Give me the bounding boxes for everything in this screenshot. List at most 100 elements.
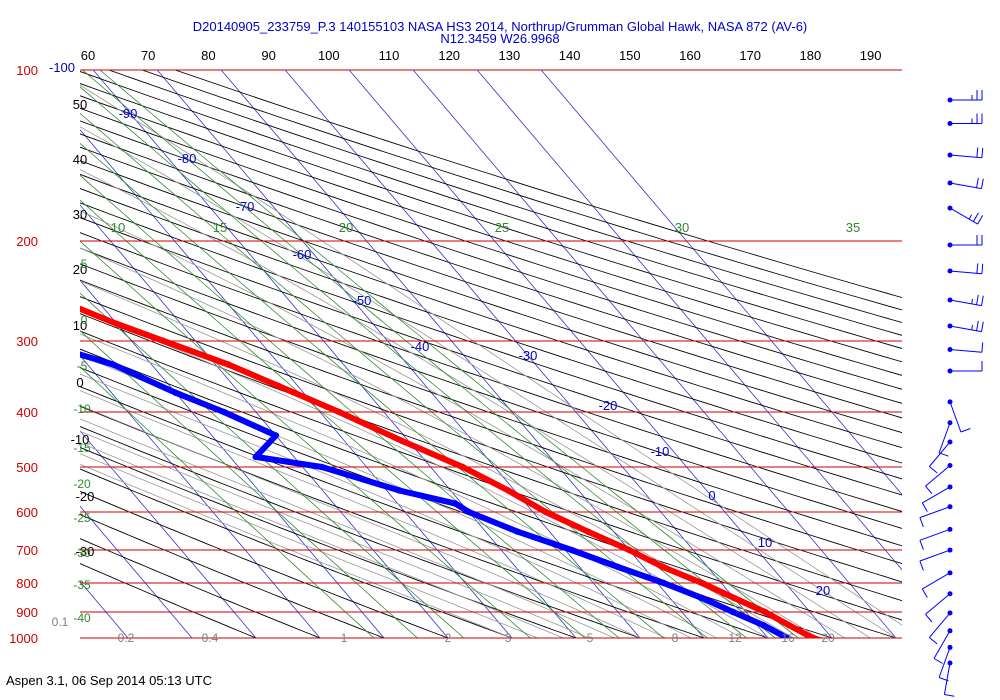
mixing-ratio-line: [80, 174, 620, 638]
wind-barb-flag: [921, 502, 928, 512]
top-axis-label: 140: [559, 48, 581, 63]
wind-barb-staff: [949, 401, 962, 433]
isotherm-label: 20: [816, 583, 830, 598]
mixing-ratio-label: -5: [77, 359, 88, 373]
wind-barb: [938, 420, 953, 457]
mixing-ratio-bottom-label: 20: [821, 631, 835, 645]
top-axis-label: 180: [800, 48, 822, 63]
moist-adiabat-line: [80, 373, 692, 638]
dewpoint-point: [220, 408, 228, 416]
dry-adiabat-line: [80, 279, 902, 565]
mixing-ratio-line: [99, 70, 799, 638]
moist-adiabat-line: [80, 84, 902, 626]
wind-barb-staff: [949, 325, 982, 333]
isotherm-label: -80: [178, 151, 197, 166]
isotherm-line: [80, 279, 385, 638]
temperature-point: [113, 320, 121, 328]
wind-barb: [947, 320, 984, 333]
dry-adiabat-line: [80, 173, 902, 449]
wind-barb-flag: [925, 613, 933, 623]
temperature-point: [505, 487, 512, 494]
wind-barb-flag: [919, 517, 924, 528]
top-axis-label: 170: [739, 48, 761, 63]
wind-barb-flag: [929, 466, 938, 474]
dewpoint-point: [109, 361, 117, 368]
dewpoint-series: [80, 351, 792, 638]
mixing-ratio-lines: [80, 70, 799, 638]
temperature-point: [160, 337, 167, 345]
mixing-ratio-line: [80, 240, 531, 638]
dry-adiabat-line: [108, 70, 902, 324]
mixing-ratio-label: 5: [81, 257, 88, 271]
dry-adiabat-line: [80, 146, 902, 419]
wind-barb: [947, 235, 983, 248]
dry-adiabat-line: [80, 160, 902, 434]
dewpoint-point: [465, 508, 473, 516]
dry-adiabat-line: [80, 133, 902, 404]
isotherm-label: -20: [599, 398, 618, 413]
isotherm-label: -70: [236, 199, 255, 214]
wind-barb-flag: [976, 263, 979, 274]
mixing-ratio-bottom-label: 5: [587, 631, 594, 645]
wind-barb-staff: [938, 422, 951, 453]
wind-barb: [947, 361, 983, 374]
isotherm-line: [540, 70, 902, 496]
wind-barb-flag: [976, 177, 979, 188]
wind-barb-flag: [981, 295, 984, 306]
dewpoint-point: [514, 528, 521, 535]
dry-adiabat-line: [80, 386, 769, 638]
temperature-point: [335, 408, 343, 416]
dry-adiabat-label: -20: [76, 489, 95, 504]
wind-barb-flag: [921, 588, 928, 598]
isotherm-line: [80, 505, 193, 638]
top-axis-label: 90: [261, 48, 275, 63]
temperature-point: [399, 437, 406, 445]
isotherm-line: [92, 70, 577, 638]
chart-header: D20140905_233759_P.3 140155103 NASA HS3 …: [0, 0, 1000, 46]
dry-adiabat-label: 30: [73, 207, 87, 222]
wind-barb: [947, 147, 984, 159]
pressure-tick-label: 600: [16, 505, 38, 520]
wind-barb-flag: [977, 215, 984, 225]
isotherm-line: [80, 355, 321, 638]
dry-adiabat-line: [80, 202, 902, 480]
wind-barb: [921, 570, 953, 598]
mixing-ratio-label: -20: [73, 477, 91, 491]
mixing-ratio-label: -30: [73, 546, 91, 560]
dry-adiabat-line: [80, 95, 902, 363]
top-axis-label: 60: [81, 48, 95, 63]
dewpoint-point: [252, 453, 259, 461]
moist-adiabat-line: [80, 418, 615, 638]
top-axis-label: 150: [619, 48, 641, 63]
pressure-tick-label: 200: [16, 234, 38, 249]
top-axis-label: 110: [379, 48, 400, 63]
wind-barb-flag: [981, 147, 984, 158]
dry-adiabat-line: [80, 425, 641, 638]
dry-adiabat-label: 10: [73, 318, 87, 333]
dewpoint-point: [698, 594, 706, 602]
isotherm-line: [348, 70, 833, 638]
dry-adiabat-line: [80, 217, 902, 496]
wind-barb-flag: [981, 342, 984, 353]
wind-barb: [929, 439, 953, 474]
temperature-point: [698, 579, 706, 587]
dewpoint-point: [568, 546, 575, 554]
isotherm-label: 0: [708, 488, 715, 503]
wind-barb-staff: [925, 593, 951, 615]
wind-barb: [947, 294, 984, 307]
moist-adiabat-line: [80, 169, 871, 638]
wind-barb-staff: [943, 662, 951, 695]
wind-barb-staff: [929, 612, 951, 638]
wind-barb-staff: [938, 647, 951, 678]
dewpoint-point: [272, 432, 280, 439]
wind-barb-staff: [919, 528, 951, 541]
isotherm-label: -40: [411, 339, 430, 354]
wind-barb: [919, 547, 953, 571]
dewpoint-point: [614, 563, 622, 571]
dewpoint-point: [396, 487, 403, 494]
wind-barb-half-flag: [968, 214, 973, 220]
moist-adiabat-line: [80, 442, 564, 638]
mixing-ratio-bottom-label: 12: [728, 631, 742, 645]
dry-adiabat-line: [175, 70, 902, 299]
